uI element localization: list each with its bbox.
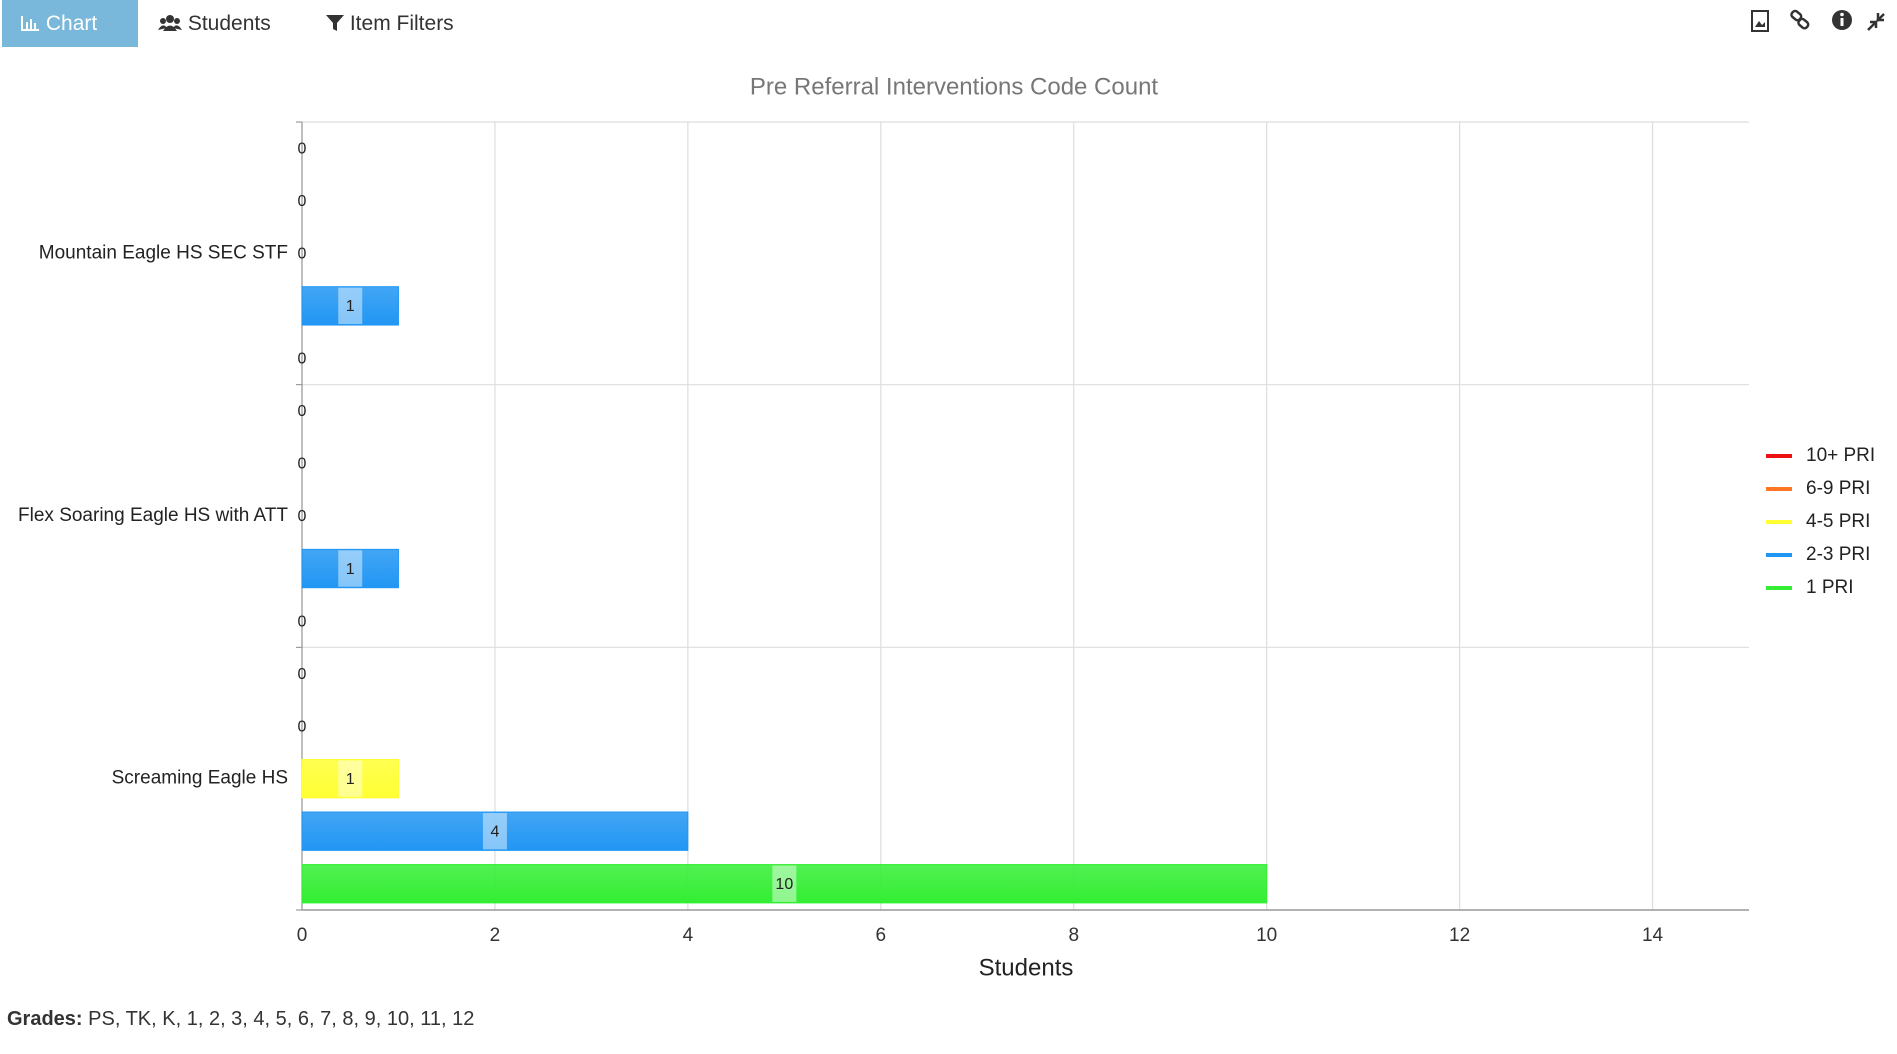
tab-label: Item Filters: [349, 12, 454, 35]
data-label-bg: [338, 287, 363, 325]
data-label-bg: [338, 760, 363, 797]
data-label-bg: [338, 550, 363, 587]
collapse-icon[interactable]: [1867, 13, 1885, 31]
x-tick-label: 0: [297, 925, 308, 946]
bar: [301, 286, 399, 326]
data-label: 0: [298, 246, 307, 263]
x-tick-label: 4: [683, 925, 694, 946]
legend-label: 1 PRI: [1806, 577, 1854, 598]
x-tick-label: 10: [1256, 925, 1277, 946]
data-label: 1: [346, 771, 355, 788]
tab-students[interactable]: Students: [140, 0, 289, 47]
legend-label: 2-3 PRI: [1806, 544, 1870, 565]
data-label: 0: [298, 403, 307, 420]
data-label: 0: [298, 508, 307, 525]
y-tick-label: Screaming Eagle HS: [112, 768, 288, 789]
info-icon[interactable]: [1832, 10, 1852, 30]
users-icon: [158, 15, 182, 31]
x-tick-label: 8: [1068, 925, 1079, 946]
chart-icon: [21, 16, 39, 31]
x-tick-label: 6: [876, 925, 887, 946]
data-label: 0: [298, 718, 307, 735]
tab-chart[interactable]: Chart: [2, 0, 138, 47]
data-label: 0: [298, 613, 307, 630]
x-axis-title: Students: [979, 954, 1074, 981]
y-tick-label: Flex Soaring Eagle HS with ATT: [18, 505, 288, 526]
export-image-icon[interactable]: [1751, 10, 1769, 32]
chart-title: Pre Referral Interventions Code Count: [750, 73, 1159, 100]
data-label-bg: [482, 813, 507, 850]
data-label-bg: [772, 865, 797, 902]
toolbar-icons: [1751, 9, 1885, 32]
tab-label: Students: [187, 12, 271, 35]
tab-item-filters[interactable]: Item Filters: [308, 0, 472, 47]
bar: [301, 864, 1268, 904]
bar: [301, 758, 399, 799]
footer-label: Grades:: [7, 1008, 83, 1030]
data-label: 4: [490, 823, 499, 840]
bar: [301, 548, 399, 589]
data-label: 1: [346, 298, 355, 315]
bar: [301, 811, 689, 851]
y-tick-label: Mountain Eagle HS SEC STF: [39, 242, 288, 263]
footer: Grades: PS, TK, K, 1, 2, 3, 4, 5, 6, 7, …: [7, 1008, 474, 1031]
toolbar: Chart Students Item Filters: [0, 0, 1897, 48]
chart: Pre Referral Interventions Code Count St…: [18, 73, 1875, 981]
link-icon[interactable]: [1790, 9, 1810, 30]
filter-icon: [326, 15, 344, 31]
x-tick-label: 12: [1449, 925, 1470, 946]
data-label: 10: [775, 876, 793, 893]
data-label: 0: [298, 193, 307, 210]
data-label: 0: [298, 456, 307, 473]
legend-label: 10+ PRI: [1806, 445, 1875, 466]
data-label: 1: [346, 561, 355, 578]
data-label: 0: [298, 351, 307, 368]
legend-label: 6-9 PRI: [1806, 478, 1870, 499]
legend-label: 4-5 PRI: [1806, 511, 1870, 532]
data-label: 0: [298, 666, 307, 683]
footer-value: PS, TK, K, 1, 2, 3, 4, 5, 6, 7, 8, 9, 10…: [88, 1008, 475, 1030]
tab-label: Chart: [45, 12, 98, 35]
x-tick-label: 2: [490, 925, 501, 946]
data-label: 0: [298, 140, 307, 157]
x-tick-label: 14: [1642, 925, 1664, 946]
